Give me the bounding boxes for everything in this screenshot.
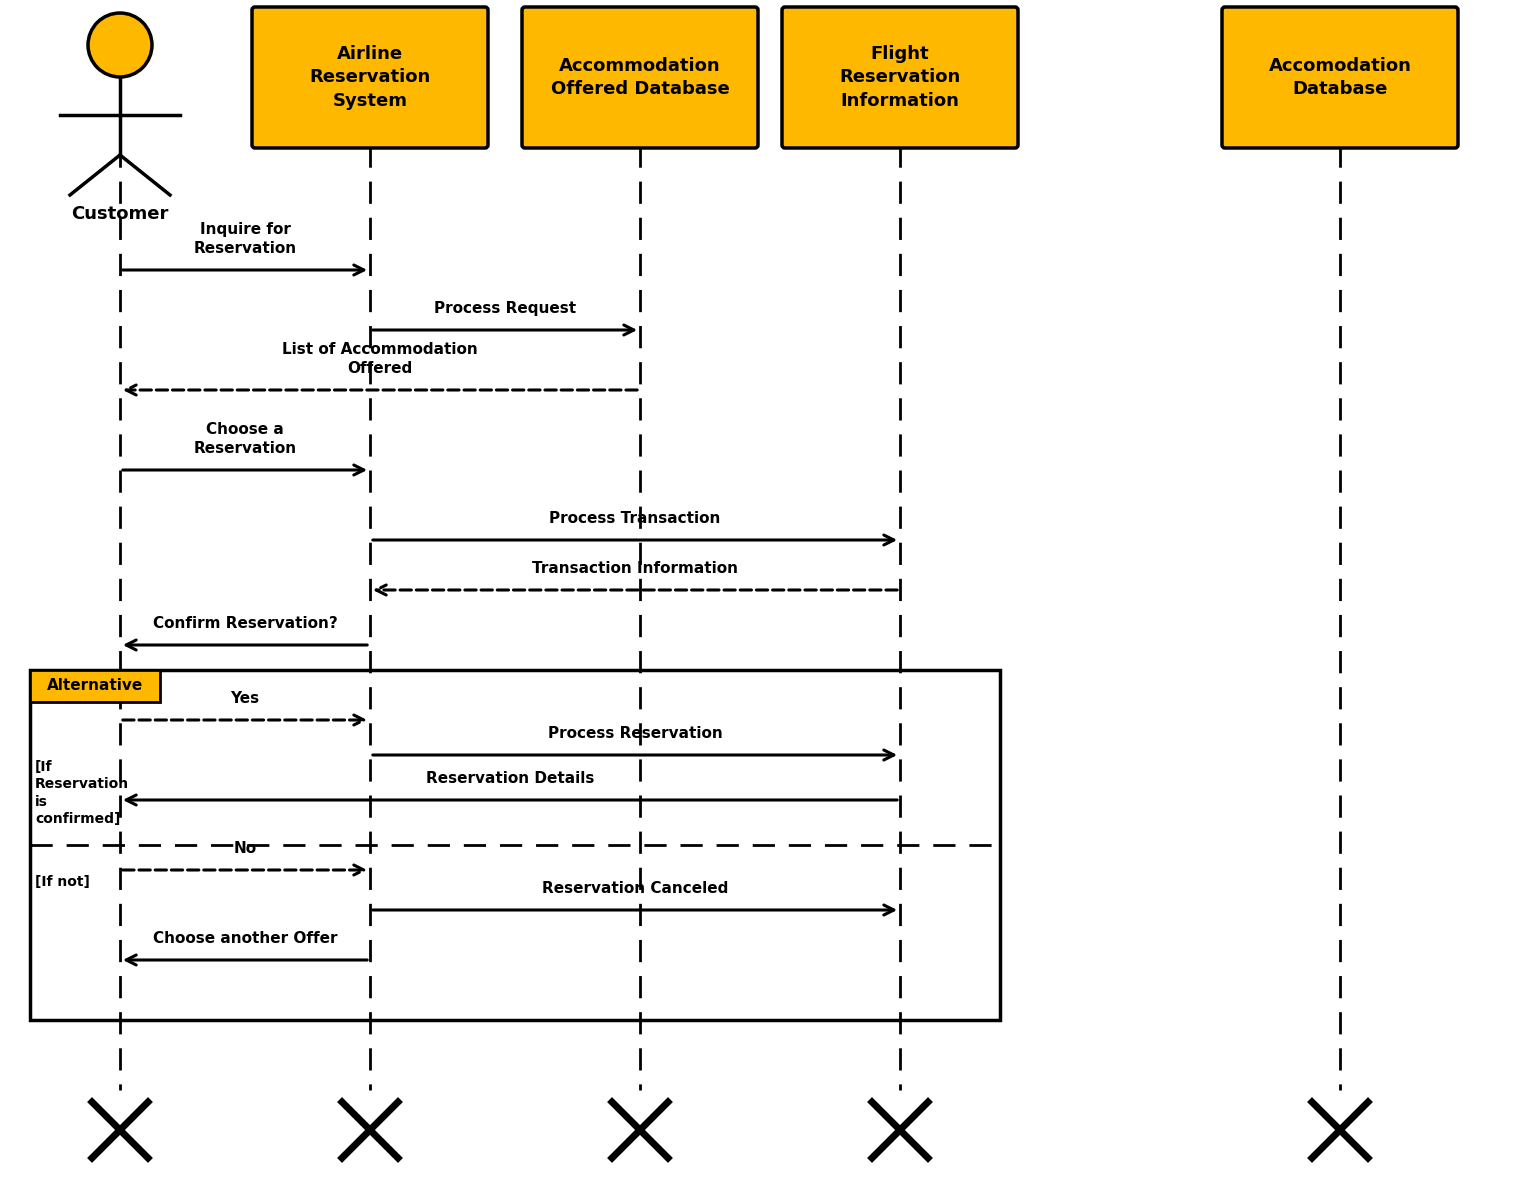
Text: Transaction Information: Transaction Information — [532, 561, 738, 576]
FancyBboxPatch shape — [252, 7, 489, 148]
Text: Confirm Reservation?: Confirm Reservation? — [152, 616, 338, 631]
Text: Accomodation
Database: Accomodation Database — [1268, 56, 1411, 99]
Text: Process Transaction: Process Transaction — [549, 511, 721, 526]
Text: Customer: Customer — [71, 205, 169, 222]
Bar — [31, 670, 160, 701]
Circle shape — [88, 13, 152, 77]
Text: Choose another Offer: Choose another Offer — [152, 931, 337, 946]
Text: Reservation Canceled: Reservation Canceled — [543, 882, 729, 896]
Text: Reservation Details: Reservation Details — [426, 771, 595, 786]
Text: Process Reservation: Process Reservation — [547, 726, 722, 742]
Text: [If not]: [If not] — [35, 875, 89, 889]
Text: No: No — [234, 842, 257, 856]
Text: Accommodation
Offered Database: Accommodation Offered Database — [550, 56, 730, 99]
Text: [If
Reservation
is
confirmed]: [If Reservation is confirmed] — [35, 760, 129, 826]
FancyBboxPatch shape — [1222, 7, 1459, 148]
Text: Alternative: Alternative — [46, 678, 143, 693]
Text: Flight
Reservation
Information: Flight Reservation Information — [839, 45, 961, 111]
FancyBboxPatch shape — [782, 7, 1017, 148]
Text: List of Accommodation
Offered: List of Accommodation Offered — [283, 343, 478, 375]
Text: Airline
Reservation
System: Airline Reservation System — [309, 45, 430, 111]
Bar — [31, 670, 1001, 1020]
Text: Process Request: Process Request — [433, 301, 576, 315]
Text: Yes: Yes — [231, 691, 260, 706]
Text: Inquire for
Reservation: Inquire for Reservation — [194, 222, 297, 257]
FancyBboxPatch shape — [523, 7, 758, 148]
Text: Choose a
Reservation: Choose a Reservation — [194, 423, 297, 455]
